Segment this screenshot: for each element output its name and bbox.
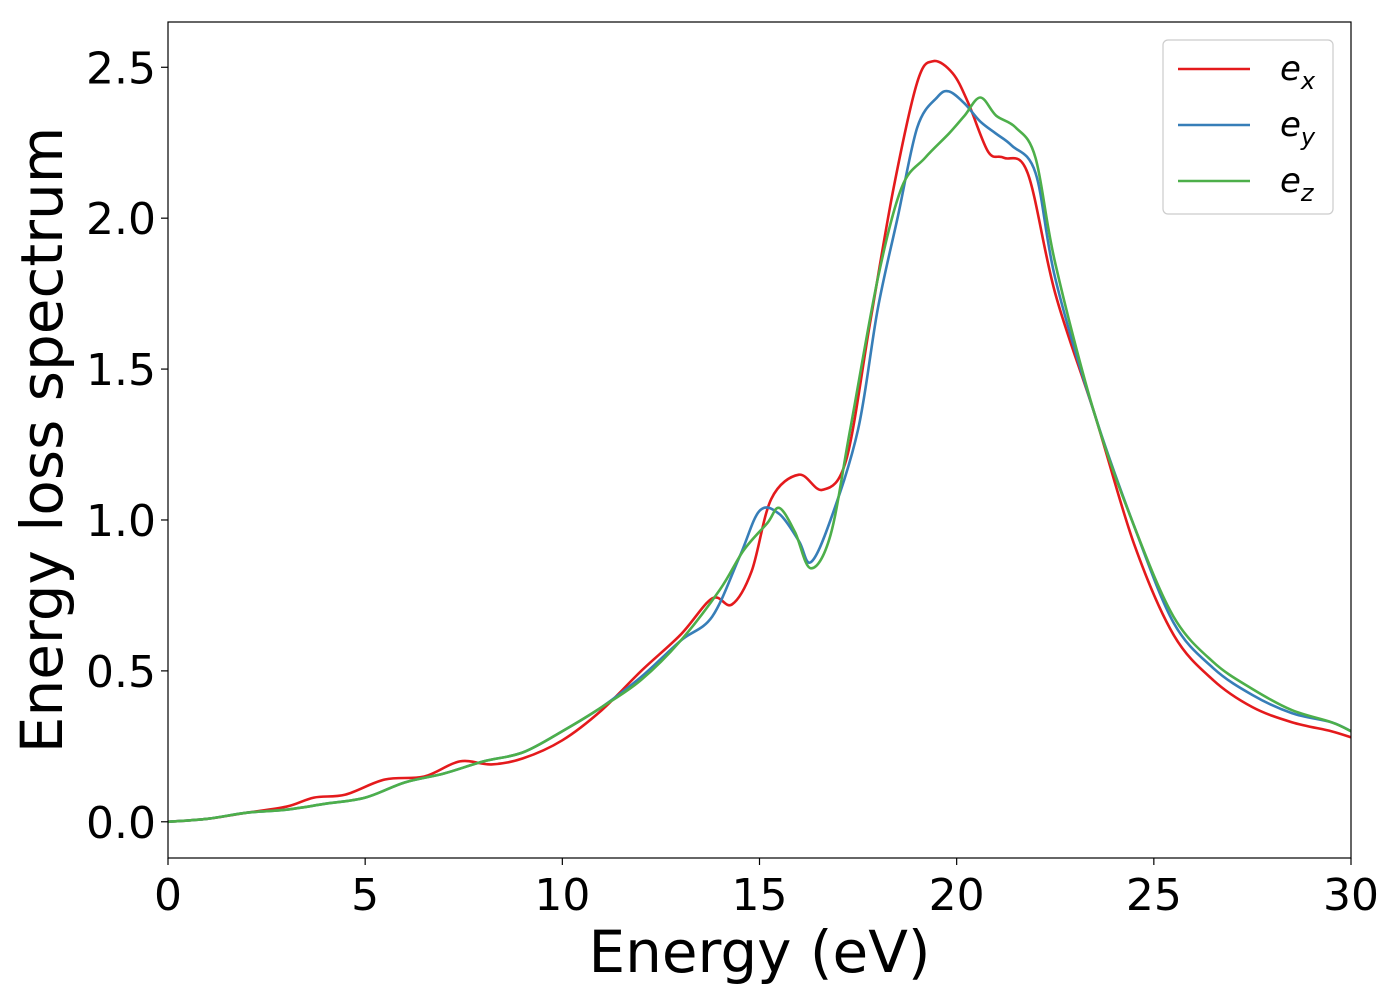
y-axis: 0.0 0.5 1.0 1.5 2.0 2.5 <box>86 43 168 849</box>
series-line-z <box>167 96 1352 824</box>
y-tick-label: 2.0 <box>86 194 156 245</box>
legend-box <box>1162 39 1334 215</box>
legend-label-z: ez <box>1280 161 1315 207</box>
x-tick-label: 25 <box>1126 870 1182 921</box>
x-tick-label: 30 <box>1323 870 1379 921</box>
x-axis: 0 5 10 15 20 25 30 <box>154 858 1379 921</box>
y-tick-label: 1.5 <box>86 345 156 396</box>
series-layer <box>167 59 1352 824</box>
x-tick-label: 5 <box>351 870 379 921</box>
x-tick-label: 0 <box>154 870 182 921</box>
legend-label-x: ex <box>1280 49 1316 95</box>
x-axis-label: Energy (eV) <box>588 918 930 986</box>
y-tick-label: 1.0 <box>86 496 156 547</box>
y-tick-label: 2.5 <box>86 43 156 94</box>
legend: ex ey ez <box>1162 39 1334 215</box>
y-tick-label: 0.0 <box>86 798 156 849</box>
y-tick-label: 0.5 <box>86 647 156 698</box>
x-tick-label: 20 <box>929 870 985 921</box>
y-axis-label: Energy loss spectrum <box>8 127 76 753</box>
x-tick-label: 10 <box>534 870 590 921</box>
plot-background <box>168 22 1351 858</box>
legend-label-y: ey <box>1280 105 1316 151</box>
x-tick-label: 15 <box>732 870 788 921</box>
